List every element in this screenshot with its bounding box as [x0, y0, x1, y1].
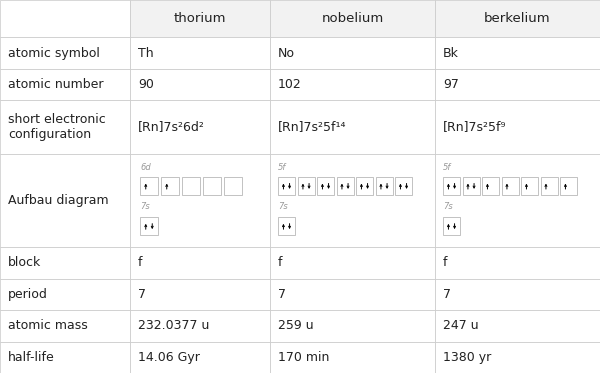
Bar — [541, 177, 557, 195]
Bar — [270, 37, 435, 69]
Bar — [278, 217, 295, 235]
Bar — [435, 279, 600, 310]
Bar — [0, 154, 130, 247]
Bar — [0, 37, 130, 69]
Bar — [270, 342, 435, 373]
Bar — [0, 69, 130, 100]
Bar — [0, 247, 130, 279]
Bar — [443, 217, 460, 235]
Text: Bk: Bk — [443, 47, 459, 60]
Bar — [502, 177, 518, 195]
Bar — [435, 342, 600, 373]
Text: 5f: 5f — [443, 163, 451, 172]
Text: 5f: 5f — [278, 163, 286, 172]
Text: short electronic
configuration: short electronic configuration — [8, 113, 106, 141]
Text: block: block — [8, 256, 41, 269]
Bar — [182, 177, 200, 195]
Text: period: period — [8, 288, 48, 301]
Text: Aufbau diagram: Aufbau diagram — [8, 194, 109, 207]
Text: 7s: 7s — [443, 203, 453, 211]
Text: [Rn]7s²5f⁹: [Rn]7s²5f⁹ — [443, 120, 506, 134]
Text: 90: 90 — [138, 78, 154, 91]
Text: Th: Th — [138, 47, 154, 60]
Bar — [0, 0, 130, 37]
Text: 7: 7 — [138, 288, 146, 301]
Bar — [270, 0, 435, 37]
Text: 6d: 6d — [140, 163, 151, 172]
Text: 7s: 7s — [278, 203, 288, 211]
Bar — [130, 342, 270, 373]
Text: 170 min: 170 min — [278, 351, 329, 364]
Bar — [270, 100, 435, 154]
Bar — [435, 100, 600, 154]
Bar — [224, 177, 242, 195]
Text: 7s: 7s — [140, 203, 150, 211]
Bar — [435, 154, 600, 247]
Bar — [161, 177, 179, 195]
Text: 232.0377 u: 232.0377 u — [138, 319, 209, 332]
Bar — [0, 342, 130, 373]
Text: f: f — [138, 256, 143, 269]
Bar — [317, 177, 334, 195]
Bar — [463, 177, 479, 195]
Text: half-life: half-life — [8, 351, 55, 364]
Bar — [0, 279, 130, 310]
Bar — [270, 310, 435, 342]
Bar — [270, 247, 435, 279]
Bar — [435, 247, 600, 279]
Bar — [443, 177, 460, 195]
Bar — [140, 177, 158, 195]
Bar — [130, 100, 270, 154]
Bar — [130, 310, 270, 342]
Text: 1380 yr: 1380 yr — [443, 351, 491, 364]
Text: 97: 97 — [443, 78, 459, 91]
Bar — [560, 177, 577, 195]
Text: nobelium: nobelium — [322, 12, 383, 25]
Text: thorium: thorium — [174, 12, 226, 25]
Bar — [130, 279, 270, 310]
Bar — [278, 177, 295, 195]
Text: 259 u: 259 u — [278, 319, 314, 332]
Bar — [140, 217, 158, 235]
Bar — [337, 177, 353, 195]
Bar — [298, 177, 314, 195]
Bar — [270, 154, 435, 247]
Text: [Rn]7s²6d²: [Rn]7s²6d² — [138, 120, 205, 134]
Text: 7: 7 — [443, 288, 451, 301]
Text: [Rn]7s²5f¹⁴: [Rn]7s²5f¹⁴ — [278, 120, 347, 134]
Text: f: f — [443, 256, 448, 269]
Text: 102: 102 — [278, 78, 302, 91]
Bar — [435, 69, 600, 100]
Text: atomic mass: atomic mass — [8, 319, 88, 332]
Bar — [395, 177, 412, 195]
Bar — [482, 177, 499, 195]
Text: atomic number: atomic number — [8, 78, 104, 91]
Text: 247 u: 247 u — [443, 319, 479, 332]
Bar — [130, 69, 270, 100]
Bar — [356, 177, 373, 195]
Text: No: No — [278, 47, 295, 60]
Text: f: f — [278, 256, 283, 269]
Bar — [130, 0, 270, 37]
Text: atomic symbol: atomic symbol — [8, 47, 100, 60]
Bar — [203, 177, 221, 195]
Text: 7: 7 — [278, 288, 286, 301]
Bar — [270, 69, 435, 100]
Bar — [435, 37, 600, 69]
Bar — [521, 177, 538, 195]
Bar — [435, 310, 600, 342]
Text: 14.06 Gyr: 14.06 Gyr — [138, 351, 200, 364]
Bar — [130, 37, 270, 69]
Text: berkelium: berkelium — [484, 12, 551, 25]
Bar — [130, 247, 270, 279]
Bar — [0, 100, 130, 154]
Bar — [130, 154, 270, 247]
Bar — [435, 0, 600, 37]
Bar — [0, 310, 130, 342]
Bar — [270, 279, 435, 310]
Bar — [376, 177, 392, 195]
